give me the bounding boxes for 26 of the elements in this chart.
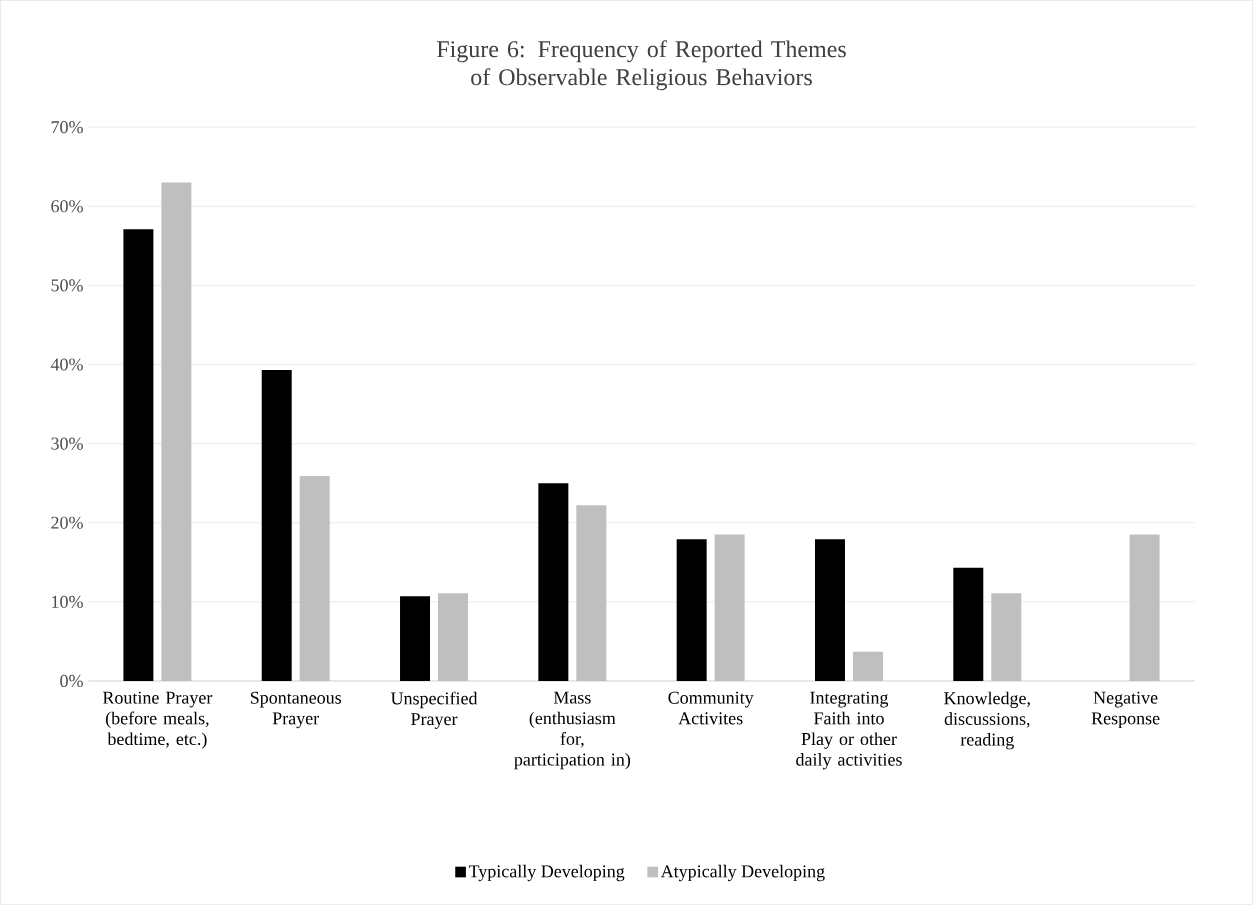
x-tick-label: Knowledge, discussions, reading [944,691,1030,750]
x-tick-label: Routine Prayer (before meals, bedtime, etc.) [102,691,213,749]
bar [814,539,845,681]
x-tick-label: Spontaneous Prayer [250,691,342,729]
x-tick-label: Negative Response [1091,691,1160,729]
y-tick-label: 60% [51,200,83,213]
y-tick-label: 20% [51,516,83,529]
bar [261,370,292,681]
bar [123,229,154,681]
bar [676,539,707,681]
x-tick-label: Integrating Faith into Play or other daily activities [796,691,902,770]
legend-label: Atypically Developing [660,864,825,882]
bar [538,483,569,681]
x-tick-label: Mass (enthusiasm for, participation in) [514,691,631,770]
y-tick-label: 10% [52,595,83,608]
legend-label: Typically Developing [468,864,625,882]
bar [400,596,431,681]
y-tick-label: 30% [51,437,83,450]
y-tick-label: 50% [51,279,83,292]
x-tick-label: Community Activites [668,691,754,725]
chart-title: Figure 6: Frequency of Reported Themes of Observable Religious Behaviors [436,40,846,91]
bar [953,567,984,681]
y-tick-label: 70% [51,121,83,134]
y-tick-label: 40% [50,358,83,371]
x-tick-label: Unspecified Prayer [390,691,478,729]
y-tick-label: 0% [60,674,83,687]
